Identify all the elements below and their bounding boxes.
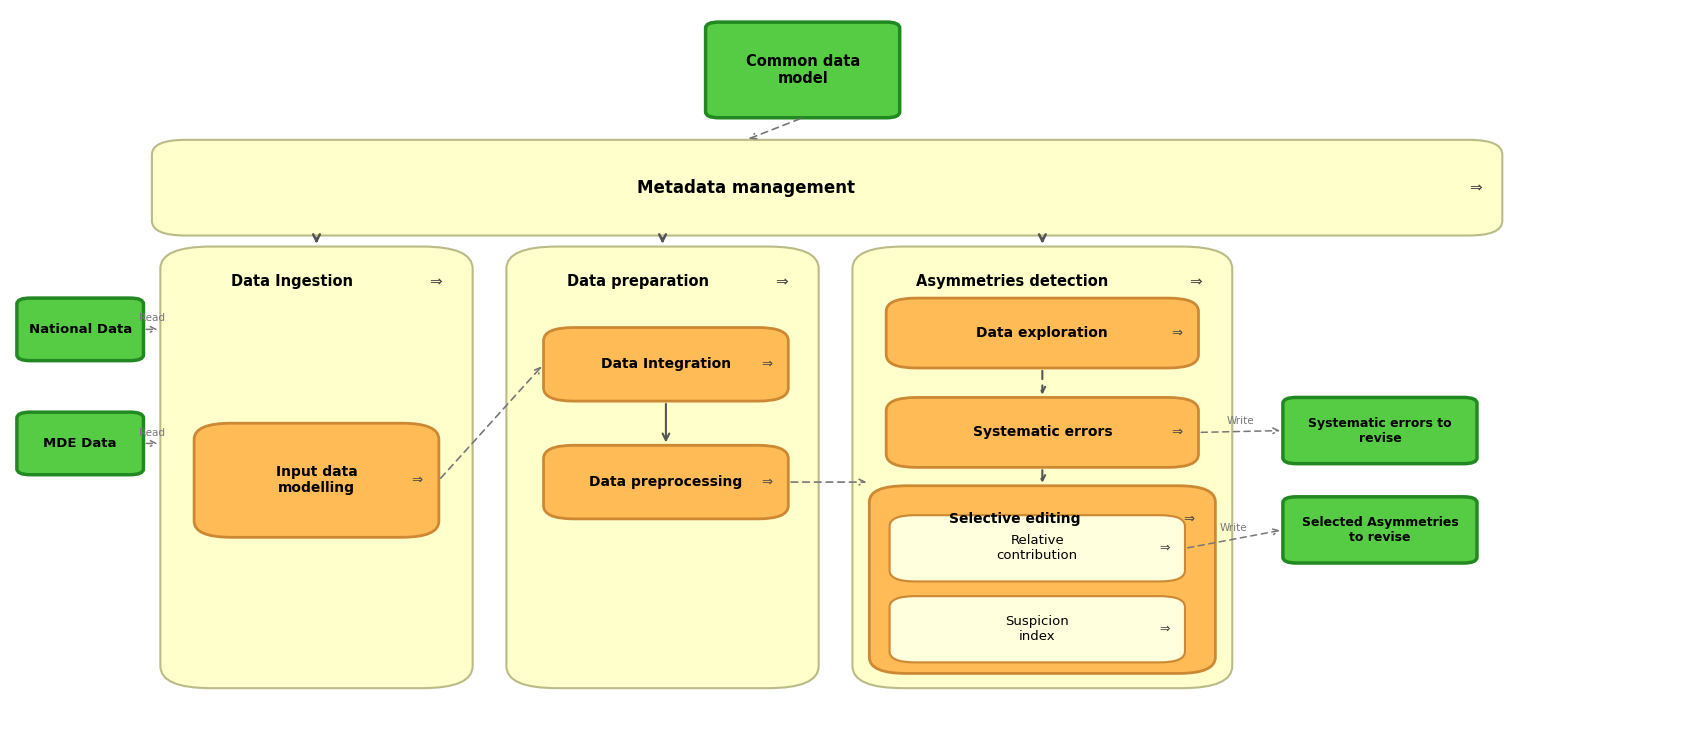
Text: Asymmetries detection: Asymmetries detection	[917, 275, 1107, 289]
FancyBboxPatch shape	[706, 22, 900, 118]
FancyBboxPatch shape	[890, 596, 1185, 662]
Text: Data preprocessing: Data preprocessing	[589, 475, 743, 489]
Text: Write: Write	[1220, 523, 1247, 533]
FancyBboxPatch shape	[506, 247, 819, 688]
Text: ⇒: ⇒	[412, 474, 422, 486]
Text: Suspicion
index: Suspicion index	[1006, 615, 1069, 643]
Text: ⇒: ⇒	[1160, 623, 1170, 636]
FancyBboxPatch shape	[17, 298, 143, 361]
Text: ⇒: ⇒	[761, 358, 771, 371]
FancyBboxPatch shape	[544, 445, 788, 519]
Text: ⇒: ⇒	[429, 275, 442, 289]
Text: Systematic errors: Systematic errors	[972, 425, 1112, 439]
FancyBboxPatch shape	[886, 397, 1198, 467]
FancyBboxPatch shape	[869, 486, 1215, 673]
FancyBboxPatch shape	[194, 423, 439, 537]
Text: Selective editing: Selective editing	[949, 512, 1080, 526]
Text: ⇒: ⇒	[1469, 180, 1482, 195]
Text: Data Integration: Data Integration	[601, 357, 731, 372]
FancyBboxPatch shape	[852, 247, 1232, 688]
Text: Input data
modelling: Input data modelling	[275, 465, 358, 495]
Text: Read: Read	[138, 428, 165, 437]
FancyBboxPatch shape	[886, 298, 1198, 368]
Text: Systematic errors to
revise: Systematic errors to revise	[1308, 417, 1452, 445]
FancyBboxPatch shape	[890, 515, 1185, 581]
Text: Data exploration: Data exploration	[976, 326, 1109, 340]
Text: National Data: National Data	[29, 323, 132, 336]
FancyBboxPatch shape	[1283, 497, 1477, 563]
FancyBboxPatch shape	[160, 247, 473, 688]
Text: MDE Data: MDE Data	[44, 437, 116, 450]
Text: ⇒: ⇒	[1171, 327, 1182, 339]
Text: ⇒: ⇒	[761, 475, 771, 489]
Text: Common data
model: Common data model	[746, 54, 859, 86]
Text: Write: Write	[1227, 416, 1254, 425]
Text: ⇒: ⇒	[775, 275, 788, 289]
Text: ⇒: ⇒	[1183, 512, 1193, 526]
Text: Data Ingestion: Data Ingestion	[231, 275, 353, 289]
Text: ⇒: ⇒	[1188, 275, 1202, 289]
Text: Selected Asymmetries
to revise: Selected Asymmetries to revise	[1301, 516, 1458, 544]
Text: Relative
contribution: Relative contribution	[996, 534, 1079, 562]
Text: Metadata management: Metadata management	[636, 179, 856, 197]
FancyBboxPatch shape	[152, 140, 1502, 236]
Text: ⇒: ⇒	[1160, 542, 1170, 555]
FancyBboxPatch shape	[17, 412, 143, 475]
FancyBboxPatch shape	[1283, 397, 1477, 464]
Text: ⇒: ⇒	[1171, 426, 1182, 439]
Text: Data preparation: Data preparation	[567, 275, 709, 289]
Text: Read: Read	[138, 314, 165, 324]
FancyBboxPatch shape	[544, 328, 788, 401]
